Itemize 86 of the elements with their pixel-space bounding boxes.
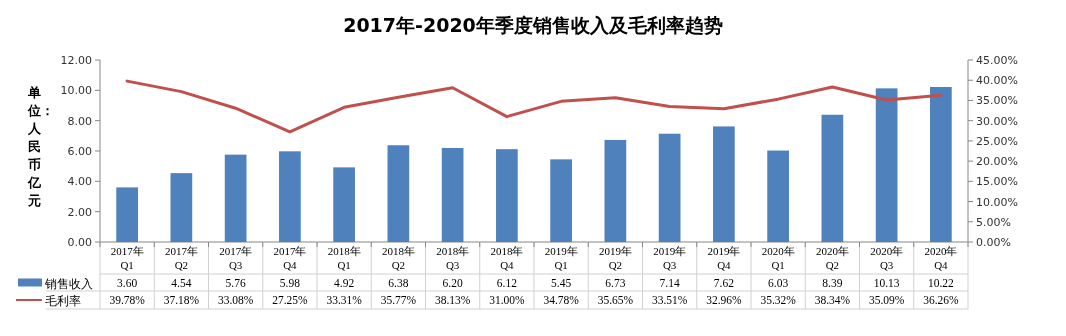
data-label: 32.96% — [706, 294, 743, 306]
y-axis-title: 单位：人民币亿元 — [28, 84, 54, 210]
data-label: 35.09% — [868, 294, 905, 306]
data-label: 5.76 — [225, 276, 246, 289]
data-label: 35.32% — [760, 294, 797, 306]
data-label: 5.45 — [551, 276, 572, 289]
bar — [333, 167, 355, 242]
data-label: 33.08% — [217, 294, 254, 306]
data-label: 6.38 — [388, 276, 409, 289]
x-tick-label: 2019年 Q1 — [543, 244, 579, 272]
y2-tick-label: 10.00% — [976, 195, 1018, 209]
data-label: 7.14 — [659, 276, 680, 289]
data-label: 4.54 — [171, 276, 192, 289]
bar — [821, 114, 844, 242]
x-tick-label: 2020年 Q3 — [869, 244, 905, 272]
x-tick-label: 2019年 Q3 — [652, 244, 688, 272]
legend-label: 毛利率 — [45, 294, 81, 308]
y2-tick-label: 35.00% — [976, 94, 1018, 108]
x-tick-label: 2020年 Q1 — [760, 244, 796, 272]
y2-tick-label: 30.00% — [976, 114, 1018, 128]
y2-tick-label: 25.00% — [976, 134, 1018, 148]
chart-title: 2017年-2020年季度销售收入及毛利率趋势 — [343, 14, 723, 36]
data-label: 33.51% — [651, 294, 688, 306]
y-tick-label: 10.00 — [60, 84, 92, 98]
y2-tick-label: 15.00% — [976, 175, 1018, 189]
bar — [550, 159, 572, 242]
bar — [713, 126, 735, 242]
x-tick-label: 2018年 Q2 — [380, 244, 416, 272]
data-label: 3.60 — [117, 276, 138, 289]
y2-tick-label: 20.00% — [976, 155, 1018, 169]
y2-tick-label: 45.00% — [976, 54, 1018, 67]
x-tick-label: 2020年 Q2 — [814, 244, 850, 272]
data-label: 37.18% — [163, 294, 200, 306]
x-tick-label: 2017年 Q4 — [272, 244, 308, 272]
data-label: 4.92 — [334, 276, 355, 289]
x-tick-label: 2017年 Q1 — [109, 244, 145, 272]
data-label: 34.78% — [543, 294, 580, 306]
x-tick-label: 2019年 Q4 — [706, 244, 742, 272]
data-label: 33.31% — [326, 294, 363, 306]
data-label: 35.77% — [380, 294, 417, 306]
data-label: 6.20 — [442, 276, 463, 289]
y2-tick-label: 40.00% — [976, 74, 1018, 88]
data-label: 7.62 — [713, 276, 735, 289]
data-label: 39.78% — [109, 294, 146, 306]
bar — [224, 154, 247, 242]
data-label: 5.98 — [279, 276, 301, 289]
data-label: 38.13% — [434, 294, 471, 306]
line-series — [125, 79, 943, 134]
y2-tick-label: 5.00% — [976, 215, 1011, 229]
bar — [441, 147, 464, 242]
y-tick-label: 2.00 — [67, 205, 92, 219]
x-tick-label: 2019年 Q2 — [597, 244, 633, 272]
bar — [604, 139, 627, 242]
x-tick-label: 2018年 Q3 — [435, 244, 471, 272]
x-tick-label: 2018年 Q1 — [326, 244, 362, 272]
data-label: 35.65% — [597, 294, 634, 306]
data-label: 6.12 — [496, 276, 518, 289]
bar — [767, 150, 789, 242]
bar — [170, 173, 193, 242]
data-label: 36.26% — [923, 294, 960, 306]
data-label: 27.25% — [272, 294, 309, 306]
y-tick-label: 4.00 — [67, 175, 92, 189]
data-label: 8.39 — [822, 276, 843, 289]
y-tick-label: 0.00 — [67, 236, 92, 249]
data-label: 6.03 — [768, 276, 789, 289]
bar — [279, 151, 301, 242]
y-tick-label: 12.00 — [60, 54, 92, 67]
data-label: 10.13 — [873, 276, 900, 289]
y2-tick-label: 0.00% — [976, 236, 1011, 249]
bar — [387, 145, 410, 242]
x-tick-label: 2018年 Q4 — [489, 244, 525, 272]
x-tick-label: 2020年 Q4 — [923, 244, 959, 272]
bar — [496, 149, 518, 242]
data-label: 6.73 — [605, 276, 626, 289]
bar — [875, 88, 898, 242]
bar — [658, 133, 681, 242]
x-tick-label: 2017年 Q3 — [218, 244, 254, 272]
bar — [116, 187, 138, 242]
x-tick-label: 2017年 Q2 — [163, 244, 199, 272]
data-label: 31.00% — [489, 294, 526, 306]
data-label: 10.22 — [927, 276, 955, 289]
legend-label: 销售收入 — [44, 276, 93, 291]
y-tick-label: 8.00 — [67, 114, 92, 128]
data-label: 38.34% — [814, 294, 851, 306]
bar — [930, 87, 952, 242]
y-tick-label: 6.00 — [67, 145, 92, 158]
